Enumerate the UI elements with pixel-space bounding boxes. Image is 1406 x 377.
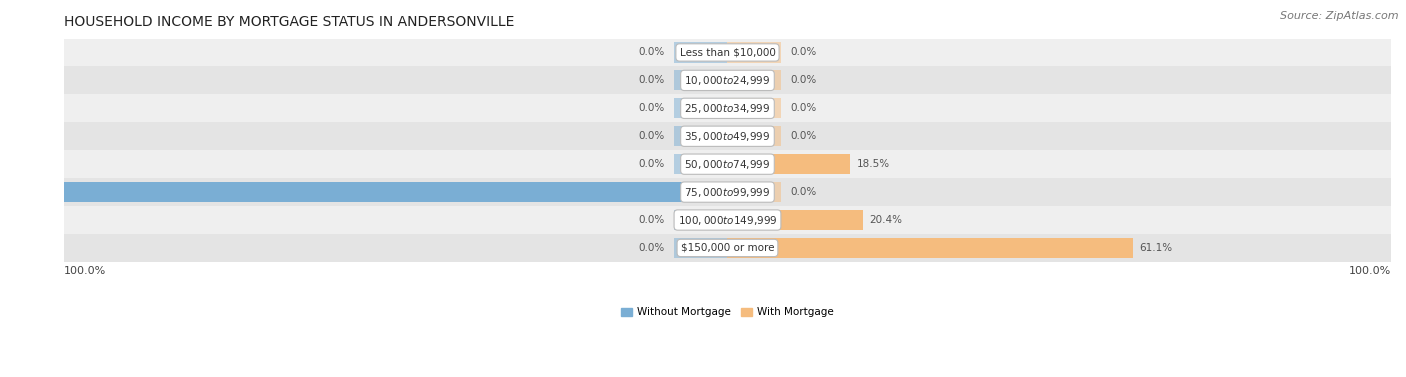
Bar — [727, 98, 780, 118]
Bar — [675, 126, 727, 146]
Text: 100.0%: 100.0% — [1348, 266, 1391, 276]
Bar — [675, 98, 727, 118]
Bar — [63, 206, 1391, 234]
Text: 0.0%: 0.0% — [790, 103, 817, 113]
Bar — [63, 94, 1391, 122]
Text: HOUSEHOLD INCOME BY MORTGAGE STATUS IN ANDERSONVILLE: HOUSEHOLD INCOME BY MORTGAGE STATUS IN A… — [63, 15, 515, 29]
Bar — [63, 182, 727, 202]
Bar — [63, 122, 1391, 150]
Bar — [63, 150, 1391, 178]
Text: 0.0%: 0.0% — [638, 75, 665, 86]
Bar — [63, 178, 1391, 206]
Bar — [63, 234, 1391, 262]
Text: 0.0%: 0.0% — [638, 131, 665, 141]
Text: Source: ZipAtlas.com: Source: ZipAtlas.com — [1281, 11, 1399, 21]
Text: 0.0%: 0.0% — [638, 215, 665, 225]
Bar — [727, 210, 863, 230]
Bar — [727, 154, 851, 174]
Legend: Without Mortgage, With Mortgage: Without Mortgage, With Mortgage — [617, 303, 838, 322]
Text: 0.0%: 0.0% — [638, 243, 665, 253]
Bar — [63, 66, 1391, 94]
Text: 61.1%: 61.1% — [1139, 243, 1173, 253]
Text: 20.4%: 20.4% — [869, 215, 903, 225]
Text: 0.0%: 0.0% — [638, 48, 665, 57]
Text: 18.5%: 18.5% — [856, 159, 890, 169]
Bar — [675, 154, 727, 174]
Bar — [727, 70, 780, 90]
Text: $100,000 to $149,999: $100,000 to $149,999 — [678, 213, 778, 227]
Text: 0.0%: 0.0% — [638, 159, 665, 169]
Bar — [675, 238, 727, 258]
Bar — [675, 70, 727, 90]
Bar — [727, 182, 780, 202]
Text: 100.0%: 100.0% — [14, 187, 58, 197]
Text: $25,000 to $34,999: $25,000 to $34,999 — [685, 102, 770, 115]
Bar — [727, 126, 780, 146]
Text: 100.0%: 100.0% — [63, 266, 107, 276]
Text: 0.0%: 0.0% — [790, 75, 817, 86]
Text: $150,000 or more: $150,000 or more — [681, 243, 775, 253]
Text: $10,000 to $24,999: $10,000 to $24,999 — [685, 74, 770, 87]
Bar — [675, 210, 727, 230]
Text: 0.0%: 0.0% — [638, 103, 665, 113]
Text: 0.0%: 0.0% — [790, 131, 817, 141]
Text: $75,000 to $99,999: $75,000 to $99,999 — [685, 185, 770, 199]
Text: $35,000 to $49,999: $35,000 to $49,999 — [685, 130, 770, 143]
Text: $50,000 to $74,999: $50,000 to $74,999 — [685, 158, 770, 171]
Bar — [727, 43, 780, 63]
Text: 0.0%: 0.0% — [790, 187, 817, 197]
Text: Less than $10,000: Less than $10,000 — [679, 48, 776, 57]
Bar — [63, 38, 1391, 66]
Text: 0.0%: 0.0% — [790, 48, 817, 57]
Bar — [675, 43, 727, 63]
Bar — [727, 238, 1133, 258]
